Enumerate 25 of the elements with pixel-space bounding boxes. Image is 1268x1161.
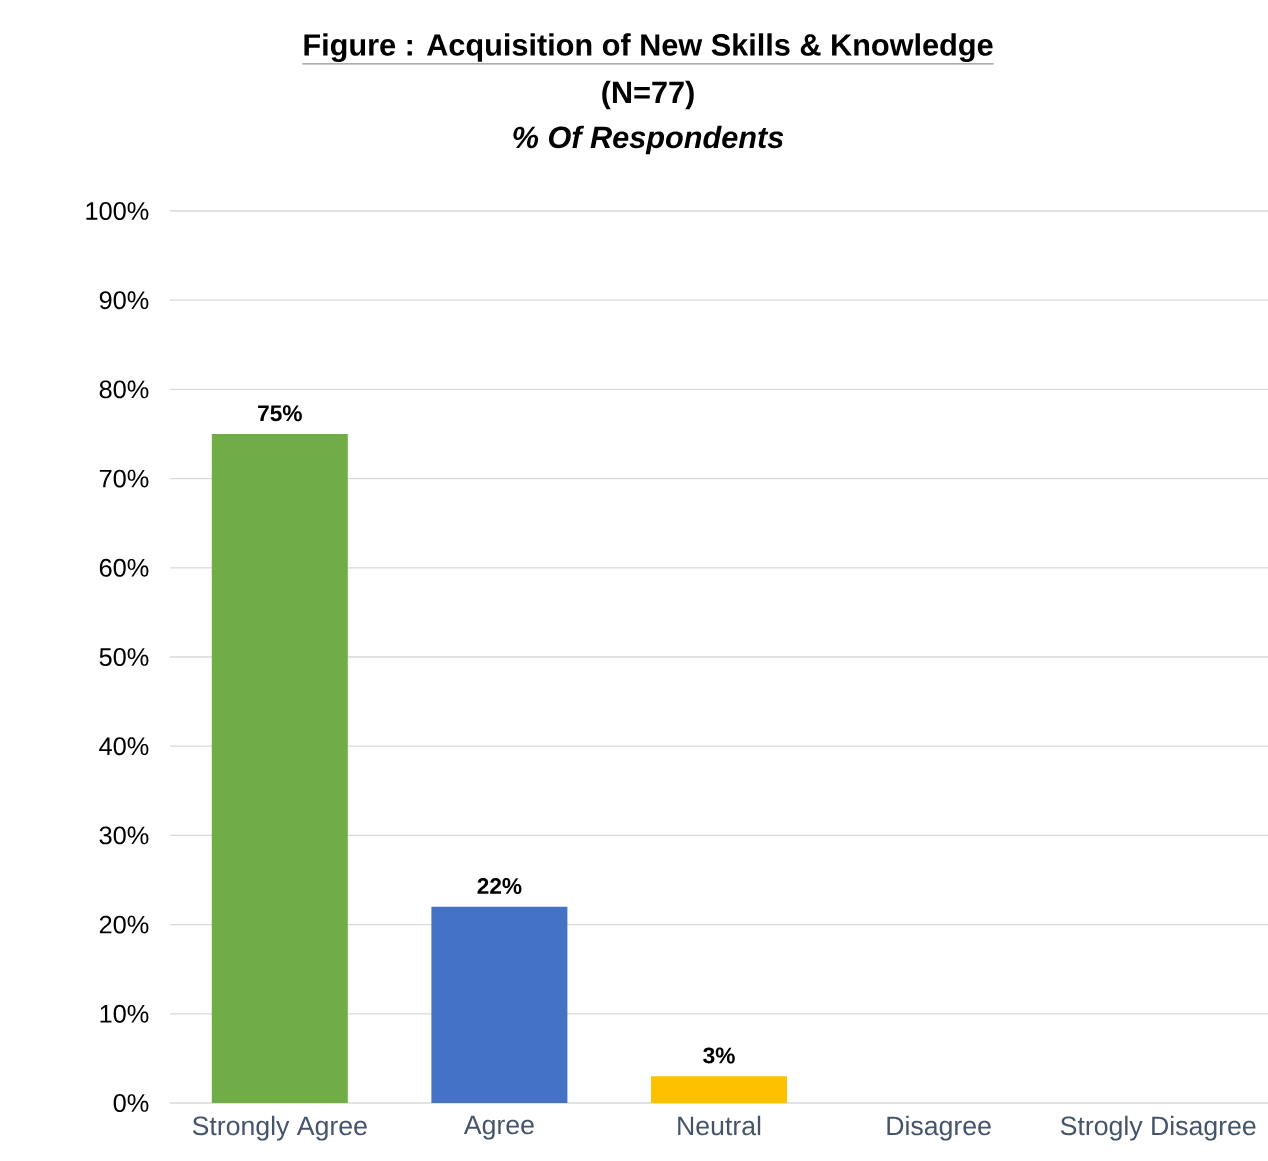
x-tick-label: Disagree [887,1115,991,1141]
y-tick-label: 50% [99,648,149,666]
y-tick-label: 80% [99,380,149,399]
data-label: 3% [703,1047,735,1064]
data-label: 22% [477,878,522,895]
bar [431,906,568,1103]
y-tick-label: 30% [99,826,149,845]
y-tick-label: 40% [99,737,149,756]
y-axis-title: % Of Respondents [513,125,784,155]
data-label: 75% [258,405,302,422]
chart-title: Figure : Acquisition of New Skills & Knowledge [304,33,993,63]
y-tick-label: 90% [99,291,149,310]
x-tick-label: Agree [463,1115,534,1140]
y-tick-label: 100% [86,202,149,220]
y-tick-label: 10% [100,1004,149,1023]
x-tick-label: Neutral [678,1115,761,1136]
chart-subtitle: (N=77) [602,80,694,110]
bar [651,1076,788,1103]
x-tick-label: Strongly Agree [192,1115,367,1141]
y-tick-label: 70% [99,469,149,488]
y-tick-label: 20% [99,915,149,934]
y-tick-label: 0% [113,1094,149,1112]
y-tick-label: 60% [99,558,149,577]
bar [211,433,348,1103]
x-tick-label: Strogly Disagree [1060,1115,1256,1141]
